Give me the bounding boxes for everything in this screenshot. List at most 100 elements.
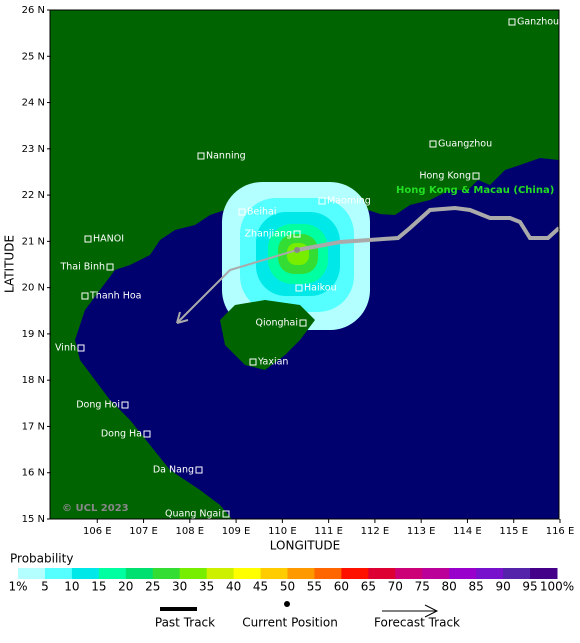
y-tick-label: 22 N	[22, 190, 45, 201]
legend-swatch	[98, 568, 127, 579]
past-track	[296, 205, 561, 252]
legend-label: 80	[442, 580, 457, 594]
legend-label: 30	[172, 580, 187, 594]
prob-area	[287, 243, 309, 265]
city-marker	[295, 284, 303, 292]
legend-label: 55	[307, 580, 322, 594]
legend-label: 25	[145, 580, 160, 594]
y-tick-label: 18 N	[22, 375, 45, 386]
legend-label: 85	[469, 580, 484, 594]
x-tick-label: 111 E	[314, 526, 343, 537]
city-label: Guangzhou	[438, 139, 492, 150]
city-label: Da Nang	[153, 465, 194, 476]
legend-forecast-track	[382, 604, 439, 618]
y-tick-label: 15 N	[22, 514, 45, 525]
city-label: Zhanjiang	[244, 229, 292, 240]
x-tick-label: 109 E	[222, 526, 251, 537]
y-tick-label: 25 N	[22, 51, 45, 62]
legend-label: 60	[334, 580, 349, 594]
y-tick-label: 17 N	[22, 421, 45, 432]
forecast-arrow	[176, 311, 189, 324]
city-marker	[77, 344, 85, 352]
x-tick-label: 110 E	[268, 526, 297, 537]
legend-label: 20	[118, 580, 133, 594]
legend-label: 50	[280, 580, 295, 594]
copyright: © UCL 2023	[62, 503, 129, 514]
legend-swatch	[341, 568, 369, 579]
legend-swatch	[260, 568, 288, 579]
legend-item: Forecast Track	[374, 616, 460, 630]
legend-label: 65	[361, 580, 376, 594]
legend-swatch	[179, 568, 208, 579]
city-label: Maoming	[327, 196, 371, 207]
city-marker	[318, 197, 326, 205]
forecast-track	[176, 249, 298, 324]
legend-swatch	[449, 568, 477, 579]
frame	[49, 9, 560, 520]
city-label: HANOI	[93, 234, 124, 245]
city-marker	[84, 235, 92, 243]
city-label: Beihai	[247, 207, 276, 218]
city-marker	[249, 358, 257, 366]
city-marker	[508, 18, 516, 26]
city-label: Dong Ha	[101, 429, 142, 440]
y-tick-label: 24 N	[22, 98, 45, 109]
y-tick-label: 16 N	[22, 468, 45, 479]
city-marker	[81, 292, 89, 300]
city-marker	[222, 510, 230, 518]
legend-current-position	[284, 601, 290, 607]
city-label: Qionghai	[256, 318, 298, 329]
hainan	[220, 300, 315, 370]
city-marker	[293, 230, 301, 238]
city-label: Thanh Hoa	[89, 291, 142, 302]
city-marker	[195, 466, 203, 474]
legend-label: 90	[495, 580, 510, 594]
legend-swatch	[503, 568, 531, 579]
legend-swatch	[314, 568, 342, 579]
x-tick-label: 106 E	[83, 526, 112, 537]
city-label: Haikou	[304, 283, 337, 294]
legend-swatch	[233, 568, 262, 579]
y-tick-label: 23 N	[22, 144, 45, 155]
legend-label: 40	[226, 580, 241, 594]
legend-swatch	[422, 568, 450, 579]
city-label: Nanning	[206, 151, 246, 162]
city-marker	[238, 208, 246, 216]
y-tick-label: 26 N	[22, 5, 45, 16]
legend-swatch	[44, 568, 73, 579]
legend-item: Past Track	[155, 616, 215, 630]
legend-swatch	[368, 568, 396, 579]
y-axis-title: LATITUDE	[3, 235, 17, 293]
legend-swatch	[152, 568, 181, 579]
x-tick-label: 113 E	[407, 526, 436, 537]
city-marker	[143, 430, 151, 438]
current-position	[294, 247, 300, 253]
legend-label: 45	[253, 580, 268, 594]
y-tick-label: 19 N	[22, 329, 45, 340]
y-tick-label: 21 N	[22, 236, 45, 247]
legend-label: 1%	[8, 580, 27, 594]
legend-label: 10	[64, 580, 79, 594]
city-marker	[299, 319, 307, 327]
city-label: Thai Binh	[59, 262, 105, 273]
probability-swath	[222, 182, 370, 330]
x-tick-label: 114 E	[453, 526, 482, 537]
legend-label: 15	[91, 580, 106, 594]
region-label: Hong Kong & Macau (China)	[396, 185, 554, 196]
city-label: Vinh	[55, 343, 76, 354]
legend-swatch	[18, 568, 46, 579]
x-tick-label: 116 E	[546, 526, 575, 537]
legend-title: Probability	[10, 552, 73, 566]
legend-swatch	[530, 568, 558, 579]
legend-label: 95	[522, 580, 537, 594]
legend-swatch	[287, 568, 315, 579]
city-marker	[429, 140, 437, 148]
city-label: Quang Ngai	[165, 509, 221, 520]
legend-label: 100%	[540, 580, 574, 594]
legend-swatch	[476, 568, 504, 579]
city-label: Yaxian	[257, 357, 288, 368]
city-marker	[106, 263, 114, 271]
city-label: Ganzhou	[517, 17, 559, 28]
